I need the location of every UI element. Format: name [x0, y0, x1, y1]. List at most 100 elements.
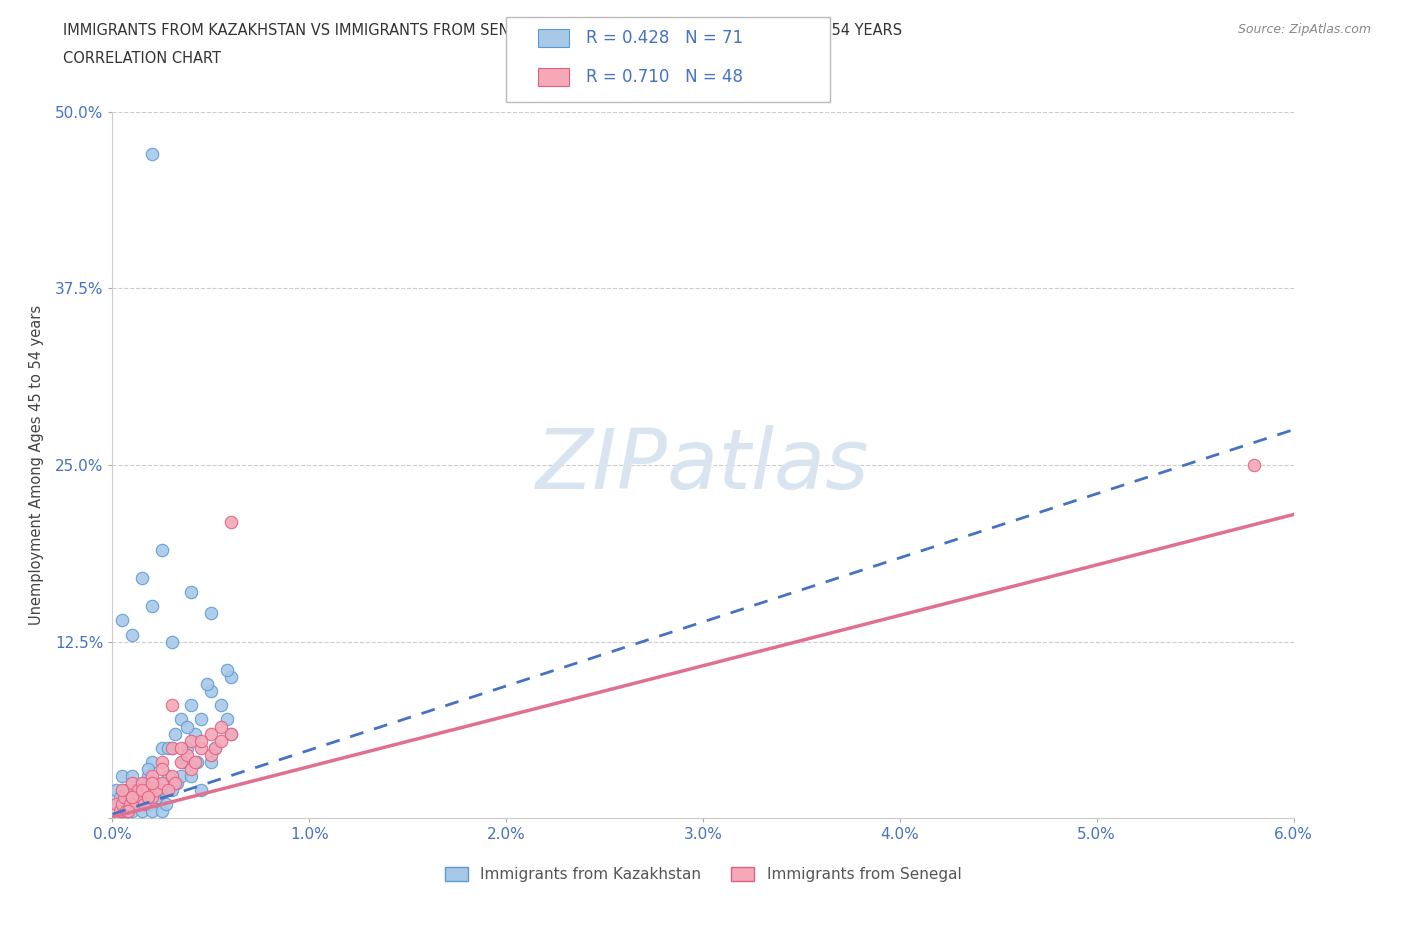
Point: [195, 677, 218, 692]
Point: [209, 733, 232, 748]
Point: [121, 790, 143, 804]
Point: [190, 733, 212, 748]
Point: [141, 147, 163, 162]
Point: [149, 783, 172, 798]
Point: [132, 797, 155, 812]
Point: [166, 776, 188, 790]
Point: [121, 790, 143, 804]
Point: [200, 606, 222, 621]
Point: [160, 634, 183, 649]
Point: [107, 797, 129, 812]
Point: [141, 599, 163, 614]
Point: [150, 754, 173, 769]
Point: [111, 804, 134, 818]
Point: [136, 762, 159, 777]
Point: [186, 754, 208, 769]
Point: [141, 776, 163, 790]
Point: [160, 768, 183, 783]
Point: [141, 804, 163, 818]
Point: [121, 804, 143, 818]
Point: [120, 790, 142, 804]
Point: [125, 797, 148, 812]
Point: [180, 733, 202, 748]
Point: [209, 698, 232, 712]
Point: [156, 768, 179, 783]
Point: [112, 800, 135, 815]
Point: [125, 790, 148, 804]
Point: [139, 797, 162, 812]
Point: [155, 797, 177, 812]
Point: [136, 768, 159, 783]
Point: [115, 804, 138, 818]
Y-axis label: Unemployment Among Ages 45 to 54 years: Unemployment Among Ages 45 to 54 years: [30, 305, 44, 625]
Point: [111, 613, 134, 628]
Point: [204, 740, 226, 755]
Point: [121, 783, 143, 798]
Point: [190, 783, 212, 798]
Point: [176, 748, 198, 763]
Point: [190, 740, 212, 755]
Point: [132, 776, 155, 790]
Point: [131, 776, 153, 790]
Point: [121, 776, 143, 790]
Point: [170, 754, 193, 769]
Point: [180, 698, 202, 712]
Point: [204, 740, 226, 755]
Point: [127, 783, 149, 798]
Point: [160, 783, 183, 798]
Point: [117, 794, 139, 809]
Point: [145, 783, 167, 798]
Point: [145, 776, 167, 790]
Point: [170, 768, 193, 783]
Point: [180, 768, 202, 783]
Point: [165, 726, 187, 741]
Point: [172, 754, 194, 769]
Point: [111, 797, 134, 812]
Point: [141, 754, 163, 769]
Point: [146, 790, 169, 804]
Point: [117, 804, 139, 818]
Point: [160, 740, 183, 755]
Point: [215, 712, 238, 727]
Point: [1243, 458, 1265, 472]
Point: [115, 783, 138, 798]
Point: [209, 719, 232, 734]
Point: [219, 726, 242, 741]
Text: IMMIGRANTS FROM KAZAKHSTAN VS IMMIGRANTS FROM SENEGAL UNEMPLOYMENT AMONG AGES 45: IMMIGRANTS FROM KAZAKHSTAN VS IMMIGRANTS…: [63, 23, 903, 38]
Point: [176, 740, 198, 755]
Point: [180, 585, 202, 600]
Point: [136, 790, 159, 804]
Point: [121, 768, 143, 783]
Point: [110, 804, 132, 818]
Point: [190, 712, 212, 727]
Point: [176, 719, 198, 734]
Point: [200, 748, 222, 763]
Text: ZIPatlas: ZIPatlas: [536, 424, 870, 506]
Point: [131, 783, 153, 798]
Point: [112, 790, 135, 804]
Point: [170, 740, 193, 755]
Text: R = 0.710   N = 48: R = 0.710 N = 48: [586, 68, 744, 86]
Point: [150, 762, 173, 777]
Point: [160, 740, 183, 755]
Point: [141, 783, 163, 798]
Point: [117, 783, 139, 798]
Point: [117, 804, 139, 818]
Point: [121, 627, 143, 642]
Point: [200, 754, 222, 769]
Point: [111, 783, 134, 798]
Point: [120, 797, 142, 812]
Point: [141, 790, 163, 804]
Point: [150, 740, 173, 755]
Point: [200, 684, 222, 698]
Point: [150, 804, 173, 818]
Legend: Immigrants from Kazakhstan, Immigrants from Senegal: Immigrants from Kazakhstan, Immigrants f…: [439, 861, 967, 888]
Point: [111, 768, 134, 783]
Point: [131, 804, 153, 818]
Point: [121, 797, 143, 812]
Point: [150, 776, 173, 790]
Point: [141, 768, 163, 783]
Point: [152, 783, 174, 798]
Text: Source: ZipAtlas.com: Source: ZipAtlas.com: [1237, 23, 1371, 36]
Point: [127, 783, 149, 798]
